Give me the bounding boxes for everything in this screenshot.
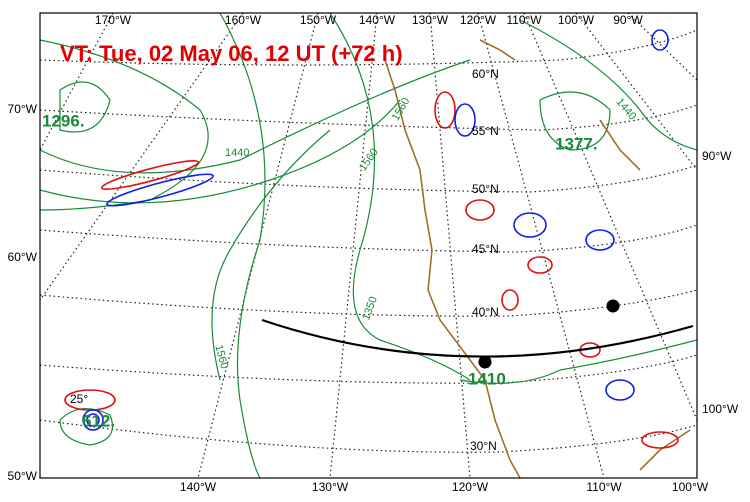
lat-label: 55°N: [472, 124, 499, 138]
lat-label: 60°N: [472, 67, 499, 81]
lon-label: 130°W: [412, 13, 449, 27]
lon-label: 100°W: [702, 402, 739, 416]
lon-label: 90°W: [613, 13, 643, 27]
center-value: 1410: [468, 369, 506, 388]
lon-label: 120°W: [460, 13, 497, 27]
lon-label: 110°W: [506, 13, 542, 27]
lat-label: 50°N: [472, 182, 499, 196]
coastline: [384, 39, 691, 478]
lat-label: 25°: [70, 392, 88, 406]
lon-label: 60°W: [8, 250, 38, 264]
map-body: 1440 1440 1560 1560 1350 1560 1296. 1377…: [40, 13, 697, 478]
center-value: 612.: [82, 411, 115, 430]
blue-contours: [82, 29, 669, 431]
center-value: 1296.: [42, 111, 85, 130]
contour-label: 1440: [225, 147, 249, 159]
center-value: 1377.: [555, 134, 598, 153]
lat-label: 30°N: [470, 439, 497, 453]
lon-label: 100°W: [558, 13, 595, 27]
lon-label: 90°W: [702, 149, 732, 163]
lon-label: 120°W: [452, 480, 489, 494]
height-contours: [40, 13, 697, 478]
lon-label: 140°W: [359, 13, 396, 27]
lon-label: 100°W: [672, 480, 709, 494]
lon-label: 130°W: [312, 480, 349, 494]
lon-label: 50°W: [8, 469, 38, 483]
title: VT: Tue, 02 May 06, 12 UT (+72 h): [60, 41, 403, 66]
lon-label: 70°W: [8, 102, 38, 116]
lon-label: 110°W: [586, 480, 622, 494]
lon-label: 150°W: [300, 13, 337, 27]
outer-labels: 170°W 160°W 150°W 140°W 130°W 120°W 110°W 100°W…: [8, 13, 739, 494]
point: [606, 299, 620, 313]
lon-label: 140°W: [180, 480, 217, 494]
point: [478, 355, 492, 369]
parallels: [40, 29, 697, 453]
lon-label: 170°W: [95, 13, 132, 27]
lat-label: 45°N: [472, 242, 499, 256]
lat-label: 40°N: [472, 305, 499, 319]
meridians: [40, 13, 697, 478]
lon-label: 160°W: [225, 13, 262, 27]
trajectory-arc: [261, 318, 694, 358]
frame: [39, 12, 698, 479]
